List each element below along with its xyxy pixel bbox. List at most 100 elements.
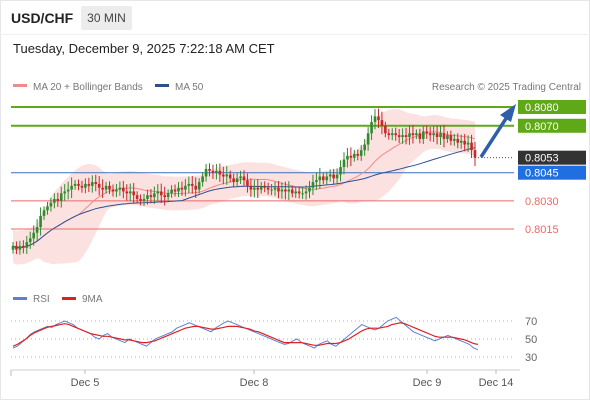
candle-body [28,238,32,243]
candle-body [353,153,356,158]
candle-body [270,189,273,191]
candle-body [218,170,222,175]
candle-body [115,189,118,192]
candle-body [122,187,125,192]
ma50-legend-label: MA 50 [175,82,204,93]
candle-body [401,135,404,138]
instrument-title: USD/CHF [11,10,74,26]
projection-arrow-line [479,116,509,158]
candle-body [101,187,104,190]
candle-body [404,135,408,138]
candle-body [197,182,201,190]
candle-body [394,133,398,136]
candle-body [118,187,122,190]
timeframe-badge[interactable]: 30 MIN [81,6,132,30]
candle-body [449,135,453,141]
rsi-legend-swatch [13,297,27,300]
candle-body [146,195,149,199]
level-tag-label: 0.8053 [525,153,559,165]
candle-body [435,133,439,138]
candle-body [249,185,253,190]
candle-body [73,183,77,186]
x-tick-label: Dec 9 [413,377,442,389]
candle-body [208,168,211,171]
candle-body [363,144,366,151]
candle-body [442,133,446,139]
candle-body [135,195,139,199]
level-tag-0.8070 [518,118,586,133]
candle-body [253,187,256,190]
candle-body [25,242,29,248]
candle-body [315,180,318,183]
candle-body [349,155,353,158]
candle-body [173,189,177,192]
candle-body [342,159,346,168]
candle-body [297,191,301,194]
candle-body [339,167,342,175]
level-tag-label: 0.8070 [525,121,559,133]
candle-body [428,133,432,136]
candle-body [142,198,146,201]
candle-body [380,120,384,126]
chart-datetime: Tuesday, December 9, 2025 7:22:18 AM CET [13,41,275,56]
candle-body [70,185,73,190]
level-tag-0.8080 [518,100,586,114]
rsi-legend-label: RSI [33,294,50,305]
candle-body [304,191,308,194]
candle-body [177,187,180,192]
candle-body [59,193,63,201]
candle-body [259,185,263,190]
candle-body [311,182,315,188]
candle-body [111,189,115,192]
candle-body [228,174,232,179]
candle-body [373,116,377,123]
source-credit: Research © 2025 Trading Central [432,82,581,93]
candle-body [246,180,249,186]
candle-body [290,189,294,194]
candle-body [397,135,401,138]
candle-body [456,138,460,143]
candle-body [153,193,156,198]
candle-body [211,170,215,173]
candle-body [166,193,170,198]
rsi-ma-legend-label: 9MA [82,294,103,305]
candle-body [390,133,394,136]
candle-body [125,191,129,194]
candle-body [184,185,187,190]
candle-body [180,187,184,190]
candle-body [42,210,46,216]
candle-body [90,182,94,186]
candle-body [104,185,108,190]
candle-body [49,202,53,207]
candle-body [11,245,15,250]
ma20-legend-label: MA 20 + Bollinger Bands [33,82,143,93]
candle-body [132,191,135,196]
candle-body [418,133,422,139]
level-tag-0.8053 [518,150,586,165]
bollinger-band [13,109,475,265]
candle-body [408,133,411,138]
candle-body [53,198,56,203]
candle-body [415,133,418,136]
ma20-legend-swatch [13,84,27,87]
candle-body [63,191,67,194]
candle-body [256,187,260,190]
candle-body [18,245,22,250]
candle-body [273,187,277,190]
level-label: 0.8030 [525,196,559,208]
candle-body [318,176,322,181]
candle-body [463,140,466,145]
candle-body [466,142,470,145]
candle-body [194,185,198,190]
candle-body [108,185,111,190]
candle-body [170,189,173,194]
candle-body [222,174,225,177]
rsi-tick-label: 50 [525,334,537,346]
candle-body [235,178,239,183]
candle-body [204,168,208,177]
candle-body [308,187,311,192]
candle-body [439,133,442,138]
candle-body [473,150,477,158]
candle-body [425,131,429,134]
